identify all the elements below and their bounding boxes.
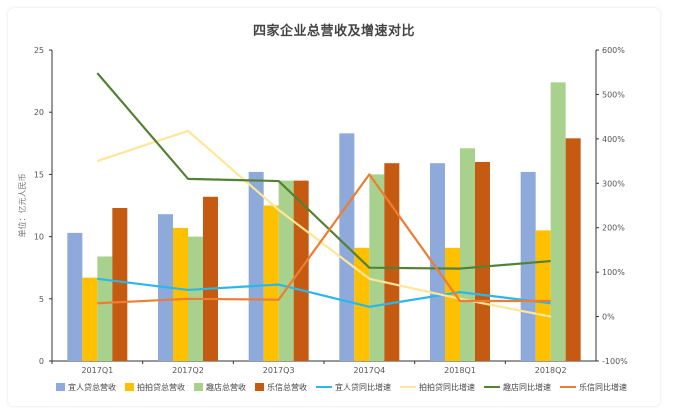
x-tick-label-2017Q4: 2017Q4 — [353, 366, 385, 375]
left-tick-label-2: 10 — [34, 233, 44, 242]
right-tick-label-0: -100% — [602, 357, 628, 366]
x-tick-label-2017Q3: 2017Q3 — [263, 366, 295, 375]
bar-s2-2017Q1 — [97, 256, 113, 361]
bar-s3-2018Q1 — [475, 161, 490, 361]
x-tick-label-2018Q2: 2018Q2 — [535, 366, 567, 375]
chart-card: 四家企业总营收及增速对比 0 5 10 15 20 25 -100% 0% 100% 200% 30… — [8, 8, 660, 406]
legend-label-6: 趣店同比增速 — [503, 382, 551, 392]
bar-s3-2017Q1 — [112, 207, 128, 361]
chart-title: 四家企业总营收及增速对比 — [252, 24, 415, 39]
line-series-0 — [97, 277, 551, 308]
legend-label-3: 乐信总营收 — [267, 382, 307, 392]
legend-swatch-3 — [255, 383, 264, 391]
right-tick-label-2: 100% — [602, 268, 625, 277]
bar-s2-2018Q1 — [460, 148, 475, 361]
right-tick-label-1: 0% — [602, 313, 615, 322]
right-tick-label-5: 400% — [602, 135, 625, 144]
legend-label-7: 乐信同比增速 — [579, 382, 627, 392]
right-tick-label-6: 500% — [602, 90, 625, 99]
bar-s3-2017Q3 — [293, 180, 309, 361]
left-tick-label-4: 20 — [34, 108, 44, 117]
x-tick-label-2017Q2: 2017Q2 — [172, 366, 204, 375]
bar-s3-2017Q2 — [203, 196, 218, 361]
x-tick-label-2018Q1: 2018Q1 — [444, 366, 476, 375]
legend-label-1: 拍拍贷总营收 — [137, 382, 185, 392]
bar-s2-2017Q3 — [278, 180, 294, 361]
right-tick-label-4: 300% — [602, 179, 625, 188]
right-tick-label-7: 600% — [602, 46, 625, 55]
bar-s1-2017Q3 — [263, 205, 279, 361]
legend-swatch-0 — [56, 383, 65, 391]
bar-s0-2018Q1 — [430, 163, 445, 361]
bar-s1-2017Q2 — [173, 227, 188, 361]
left-tick-label-3: 15 — [34, 170, 44, 179]
x-tick-label-2017Q1: 2017Q1 — [81, 366, 113, 375]
bar-s1-2017Q1 — [82, 277, 98, 361]
left-tick-label-0: 0 — [39, 357, 44, 366]
line-series-2 — [96, 72, 551, 270]
legend-label-5: 拍拍贷同比增速 — [419, 382, 475, 392]
bar-s0-2017Q3 — [248, 171, 264, 361]
bar-s1-2018Q2 — [535, 230, 551, 361]
y-axis-label: 单位：亿元人民币 — [17, 174, 27, 238]
bar-s3-2018Q2 — [565, 138, 581, 361]
legend-swatch-1 — [125, 383, 134, 391]
right-tick-label-3: 200% — [602, 224, 625, 233]
legend-label-4: 宜人贷同比增速 — [335, 382, 391, 392]
bar-s1-2018Q1 — [445, 247, 460, 361]
line-series-3 — [97, 173, 551, 305]
chart-svg: 0 5 10 15 20 25 -100% 0% 100% 200% 300% 400% 500% 600… — [17, 46, 628, 392]
legend-swatch-2 — [194, 383, 203, 391]
bar-s2-2018Q2 — [550, 82, 566, 362]
left-tick-label-5: 25 — [34, 46, 44, 55]
bar-s0-2018Q2 — [520, 171, 536, 361]
left-tick-label-1: 5 — [39, 295, 44, 304]
bar-s0-2017Q1 — [67, 232, 83, 361]
bar-s3-2017Q4 — [384, 163, 400, 361]
legend-label-2: 趣店总营收 — [206, 382, 246, 392]
legend-label-0: 宜人贷总营收 — [68, 382, 116, 392]
